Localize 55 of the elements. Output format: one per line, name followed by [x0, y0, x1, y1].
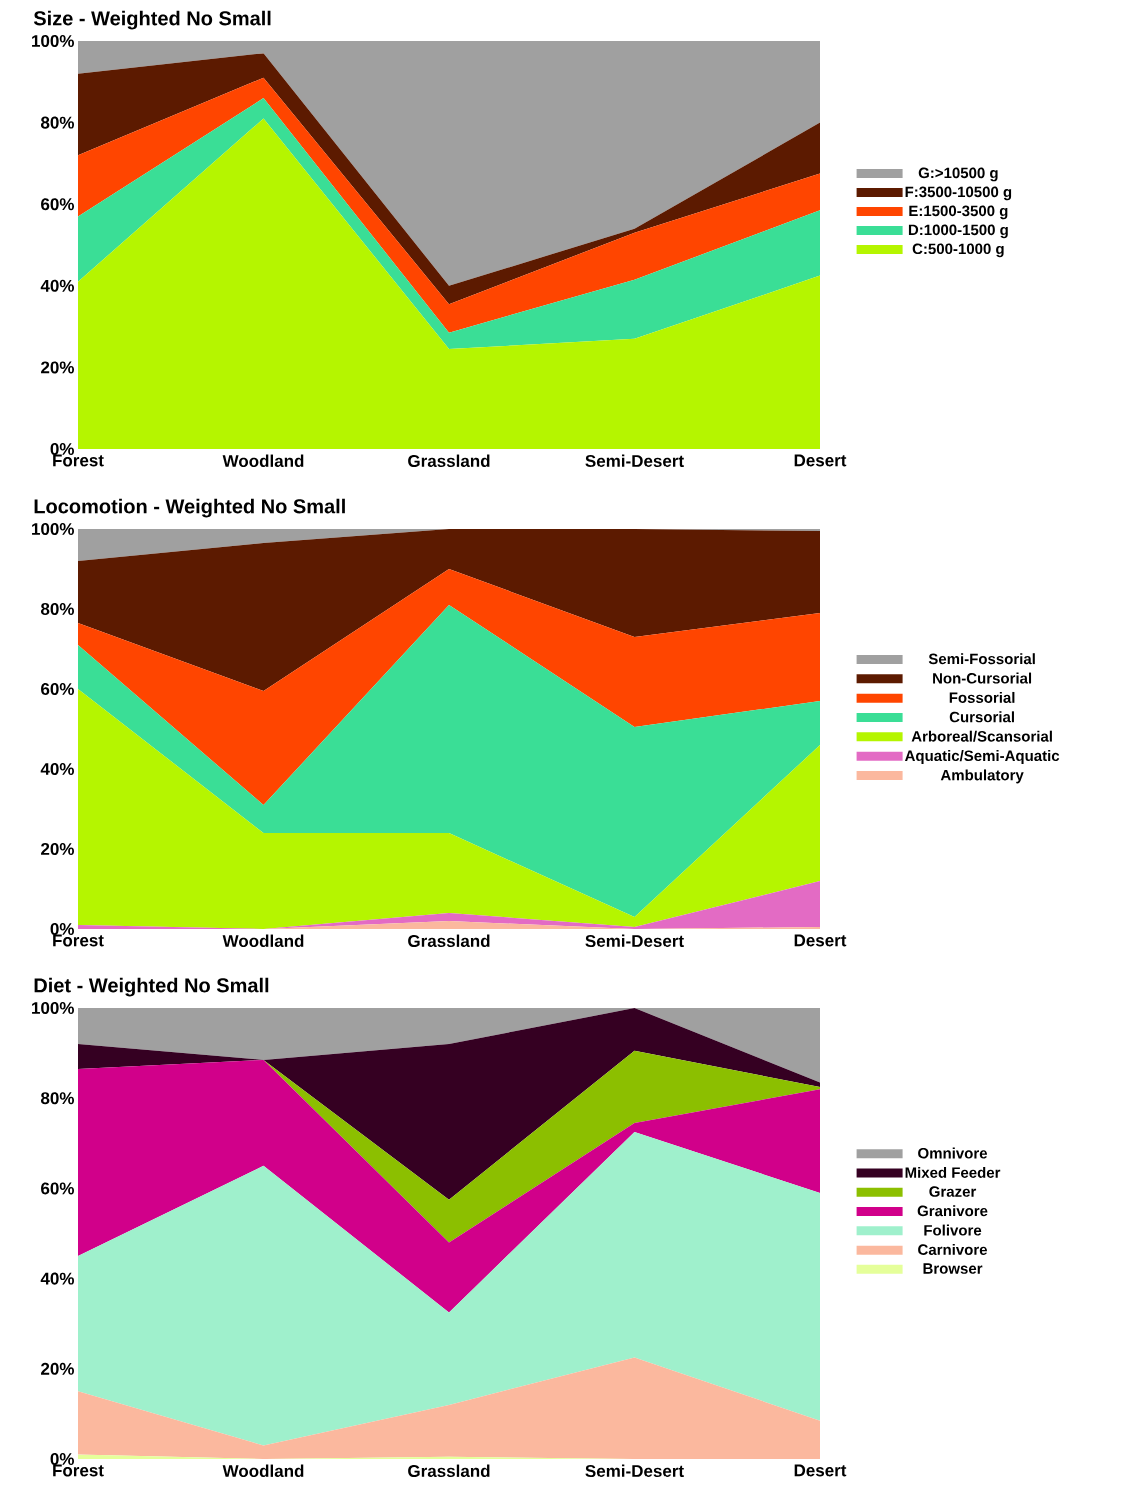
y-tick-label: 80% — [40, 602, 75, 616]
y-tick-label: 80% — [40, 116, 75, 129]
x-tick-label: Woodland — [222, 1464, 304, 1478]
y-tick-label: 60% — [41, 198, 75, 211]
legend-label: Browser — [923, 1263, 983, 1274]
x-tick-label: Semi-Desert — [585, 1464, 684, 1478]
y-tick-label: 100% — [32, 1001, 75, 1015]
y-tick-label: 60% — [41, 1182, 75, 1195]
x-tick-label: Semi-Desert — [585, 934, 684, 948]
text: Ambulatory — [940, 769, 1024, 784]
legend-label: D:1000-1500 g — [908, 224, 1008, 239]
chart-title: Size - Weighted No Small — [33, 10, 271, 30]
y-tick-label: 0% — [50, 922, 75, 936]
legend-label: Carnivore — [918, 1243, 988, 1255]
y-tick-label: 20% — [41, 361, 75, 374]
legend-label: Folivore — [924, 1224, 982, 1236]
legend-label: Grazer — [929, 1186, 977, 1197]
x-tick-label: Desert — [794, 454, 847, 467]
x-tick-label: Grassland — [408, 454, 490, 468]
y-tick-label: 0% — [50, 442, 75, 456]
legend-label: E:1500-3500 g — [909, 205, 1008, 220]
chart-title: Locomotion - Weighted No Small — [34, 498, 345, 518]
legend-label: Mixed Feeder — [905, 1166, 1001, 1178]
y-tick-label: 20% — [41, 1362, 75, 1375]
x-tick-label: Grassland — [408, 934, 490, 948]
y-tick-label: 20% — [41, 842, 75, 856]
text: Fossorial — [949, 691, 1015, 703]
legend-label: F:3500-10500 g — [905, 186, 1012, 201]
y-tick-label: 40% — [40, 1272, 75, 1285]
y-tick-label: 60% — [41, 682, 75, 696]
text: Cursorial — [949, 711, 1014, 723]
x-tick-label: Woodland — [222, 934, 304, 948]
legend-label: Aquatic/Semi-Aquatic — [904, 750, 1060, 765]
y-tick-label: 80% — [40, 1092, 75, 1105]
x-tick-label: Grassland — [408, 1464, 490, 1478]
chart-title: Diet - Weighted No Small — [34, 977, 269, 997]
y-tick-label: 100% — [32, 522, 75, 536]
x-tick-label: Woodland — [222, 454, 304, 468]
y-tick-label: 40% — [40, 279, 75, 292]
legend-label: C:500-1000 g — [912, 243, 1004, 258]
x-tick-label: Desert — [794, 934, 847, 947]
legend-label: Granivore — [917, 1205, 988, 1217]
x-tick-label: Forest — [53, 934, 104, 947]
x-tick-label: Forest — [53, 1464, 104, 1477]
y-tick-label: 0% — [50, 1453, 75, 1466]
y-tick-label: 100% — [32, 34, 75, 48]
legend-label: Omnivore — [918, 1147, 988, 1159]
legend-label: Arboreal/Scansorial — [911, 730, 1052, 742]
x-tick-label: Desert — [794, 1464, 847, 1477]
x-tick-label: Forest — [53, 454, 104, 467]
legend-label: Semi-Fossorial — [928, 653, 1035, 665]
legend-label: Non-Cursorial — [933, 672, 1032, 684]
legend-label: G:>10500 g — [918, 167, 998, 182]
x-tick-label: Semi-Desert — [585, 454, 684, 468]
y-tick-label: 40% — [40, 762, 75, 776]
